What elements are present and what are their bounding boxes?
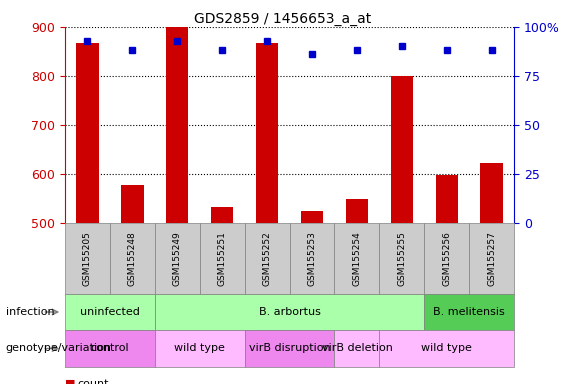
Bar — [211, 207, 233, 223]
Text: wild type: wild type — [421, 343, 472, 354]
Text: GSM155248: GSM155248 — [128, 231, 137, 286]
Text: GSM155251: GSM155251 — [218, 231, 227, 286]
Text: control: control — [90, 343, 129, 354]
Text: GSM155249: GSM155249 — [173, 231, 182, 286]
Text: B. melitensis: B. melitensis — [433, 307, 505, 317]
Text: virB deletion: virB deletion — [321, 343, 392, 354]
Bar — [346, 199, 368, 223]
Bar — [166, 27, 189, 223]
Bar — [121, 185, 144, 223]
Text: GSM155205: GSM155205 — [83, 231, 92, 286]
Text: GDS2859 / 1456653_a_at: GDS2859 / 1456653_a_at — [194, 12, 371, 25]
Text: GSM155252: GSM155252 — [263, 231, 272, 286]
Text: GSM155257: GSM155257 — [487, 231, 496, 286]
Text: ■: ■ — [65, 379, 76, 384]
Bar — [390, 76, 413, 223]
Bar — [480, 164, 503, 223]
Bar — [76, 43, 99, 223]
Text: GSM155254: GSM155254 — [353, 231, 362, 286]
Bar — [301, 211, 323, 223]
Text: uninfected: uninfected — [80, 307, 140, 317]
Bar — [256, 43, 279, 223]
Text: B. arbortus: B. arbortus — [259, 307, 320, 317]
Text: infection: infection — [6, 307, 54, 317]
Text: genotype/variation: genotype/variation — [6, 343, 112, 354]
Text: virB disruption: virB disruption — [249, 343, 331, 354]
Text: GSM155256: GSM155256 — [442, 231, 451, 286]
Text: GSM155253: GSM155253 — [307, 231, 316, 286]
Text: wild type: wild type — [174, 343, 225, 354]
Bar — [436, 175, 458, 223]
Text: count: count — [77, 379, 109, 384]
Text: GSM155255: GSM155255 — [397, 231, 406, 286]
